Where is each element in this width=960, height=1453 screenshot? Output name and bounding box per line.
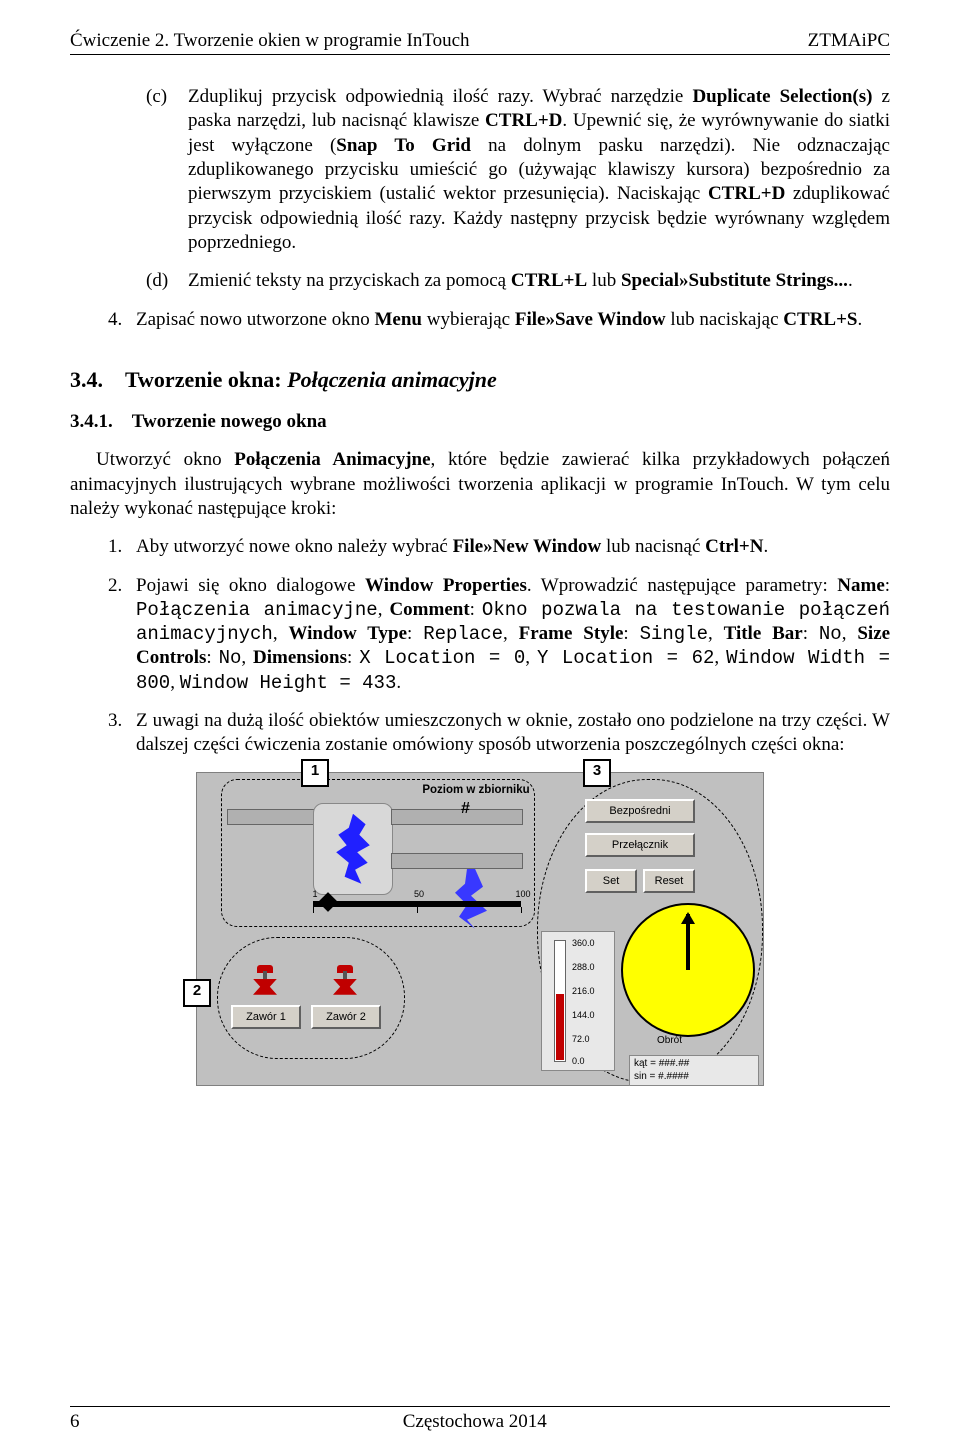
intouch-window-panel: 1 2 3 Poziom w zbiorniku # 1 50 100 <box>196 772 764 1086</box>
dial-icon <box>621 903 755 1037</box>
callout-1: 1 <box>301 759 329 787</box>
item-c-label: (c) <box>146 85 188 255</box>
pipe-right-upper <box>391 809 523 825</box>
gauge-label: 216.0 <box>572 986 595 998</box>
slider-tick <box>313 907 314 913</box>
slider-tick <box>521 907 522 913</box>
item-4-label: 4. <box>108 308 136 332</box>
slider-tick-50: 50 <box>409 889 429 901</box>
intro-paragraph: Utworzyć okno Połączenia Animacyjne, któ… <box>70 448 890 521</box>
bezposredni-button[interactable]: Bezpośredni <box>585 799 695 823</box>
tank-icon <box>313 803 393 895</box>
tank-level-label: Poziom w zbiorniku <box>411 783 541 798</box>
figure-container: 1 2 3 Poziom w zbiorniku # 1 50 100 <box>70 772 890 1086</box>
valve-1-button[interactable]: Zawór 1 <box>231 1005 301 1029</box>
item-c-text: Zduplikuj przycisk odpowiednią ilość raz… <box>188 85 890 255</box>
slider-tick-100: 100 <box>513 889 533 901</box>
step-3-text: Z uwagi na dużą ilość obiektów umieszczo… <box>136 709 890 758</box>
gauge-label: 72.0 <box>572 1034 590 1046</box>
przelacznik-button[interactable]: Przełącznik <box>585 833 695 857</box>
gauge-box: 360.0 288.0 216.0 144.0 72.0 0.0 <box>541 931 615 1071</box>
gauge-label: 0.0 <box>572 1056 585 1068</box>
dial-label: Obrót <box>657 1035 682 1048</box>
footer-center: Częstochowa 2014 <box>80 1411 871 1433</box>
hash-symbol: # <box>461 799 470 819</box>
section-3-4-heading: 3.4. Tworzenie okna: Połączenia animacyj… <box>70 366 890 394</box>
header-rule <box>70 54 890 55</box>
footer-rule <box>70 1406 890 1407</box>
gauge-label: 360.0 <box>572 938 595 950</box>
header-left: Ćwiczenie 2. Tworzenie okien w programie… <box>70 30 470 52</box>
pipe-left <box>227 809 315 825</box>
callout-2: 2 <box>183 979 211 1007</box>
gauge-label: 144.0 <box>572 1010 595 1022</box>
step-3-label: 3. <box>108 709 136 758</box>
region-2-outline <box>217 937 405 1059</box>
dial-needle-icon <box>686 914 690 970</box>
set-button[interactable]: Set <box>585 869 637 893</box>
angle-line: kąt = ###.## <box>634 1058 754 1071</box>
slider-tick <box>417 907 418 913</box>
item-4-text: Zapisać nowo utworzone okno Menu wybiera… <box>136 308 890 332</box>
step-1-label: 1. <box>108 535 136 559</box>
step-1-text: Aby utworzyć nowe okno należy wybrać Fil… <box>136 535 890 559</box>
callout-3: 3 <box>583 759 611 787</box>
reset-button[interactable]: Reset <box>643 869 695 893</box>
item-d-text: Zmienić teksty na przyciskach za pomocą … <box>188 269 890 293</box>
pipe-right-lower <box>391 853 523 869</box>
valve-2-button[interactable]: Zawór 2 <box>311 1005 381 1029</box>
footer-page-number: 6 <box>70 1411 80 1433</box>
step-2-text: Pojawi się okno dialogowe Window Propert… <box>136 574 890 696</box>
item-d-label: (d) <box>146 269 188 293</box>
gauge-label: 288.0 <box>572 962 595 974</box>
angle-readout-box: kąt = ###.## sin = #.#### <box>629 1055 759 1087</box>
header-right: ZTMAiPC <box>808 30 890 52</box>
valve-1-icon <box>245 965 285 995</box>
gauge-track <box>554 940 566 1062</box>
valve-2-icon <box>325 965 365 995</box>
gauge-fill <box>556 994 564 1060</box>
slider-tick-1: 1 <box>305 889 325 901</box>
step-2-label: 2. <box>108 574 136 696</box>
sin-line: sin = #.#### <box>634 1071 754 1084</box>
section-3-4-1-heading: 3.4.1. Tworzenie nowego okna <box>70 410 890 434</box>
